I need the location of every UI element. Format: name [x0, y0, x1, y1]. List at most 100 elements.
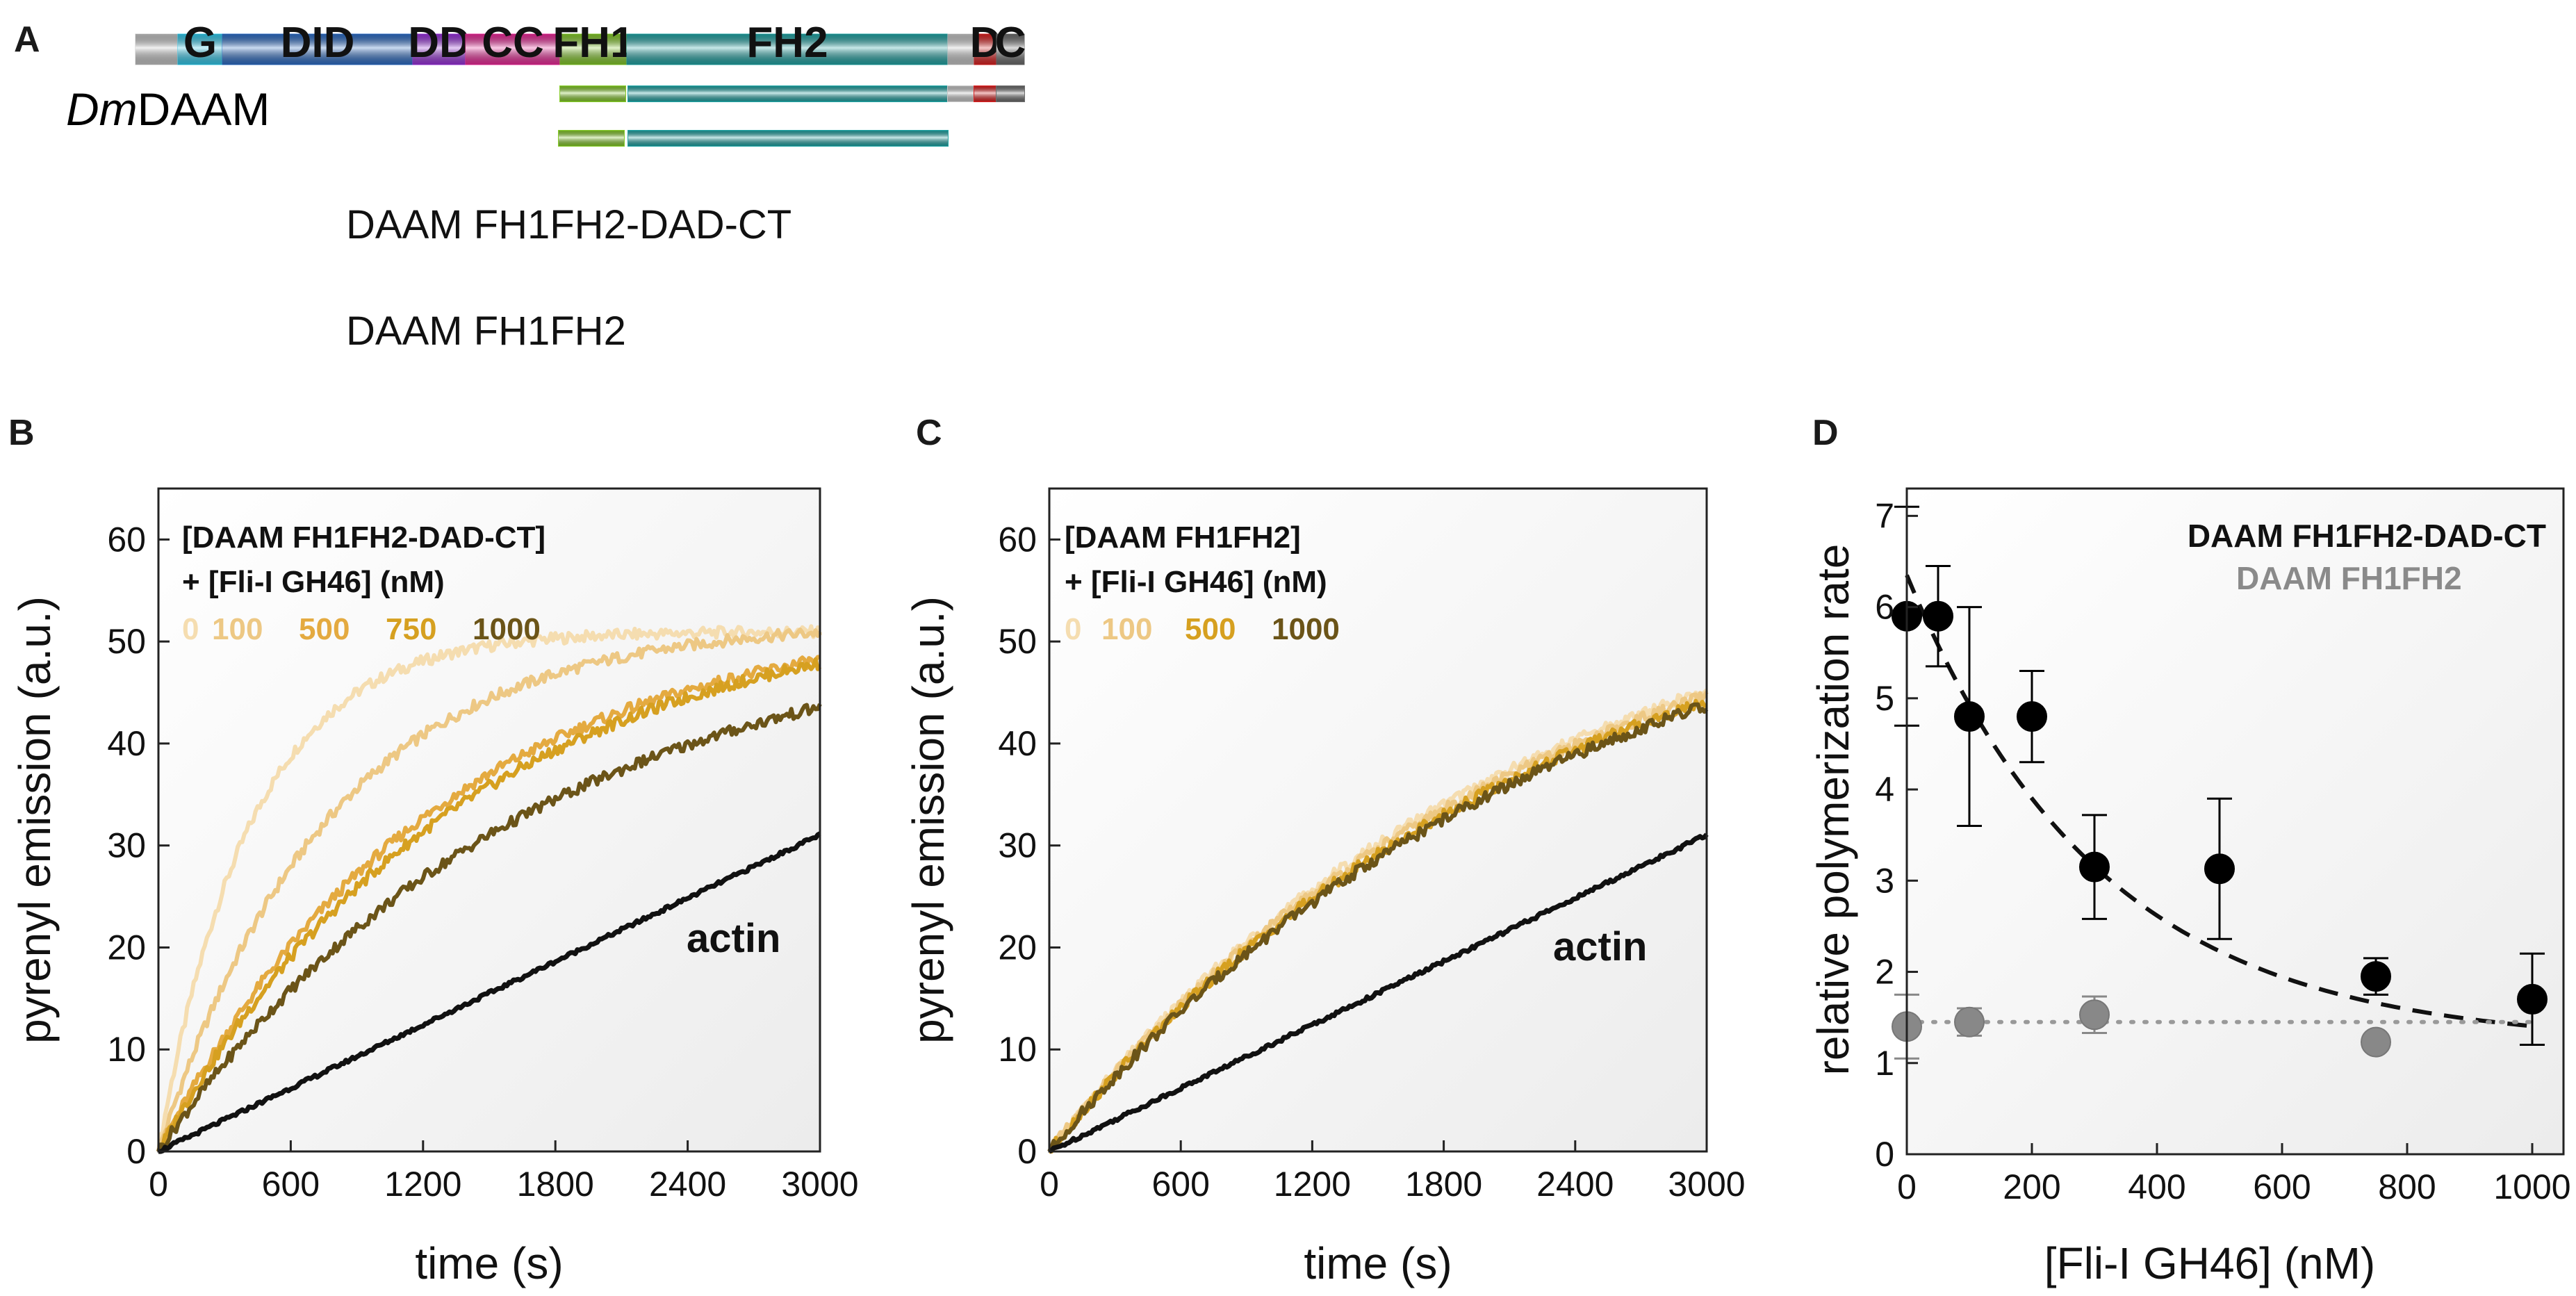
domain-fh2: FH2 [626, 19, 949, 67]
legend-title-line2: + [Fli-I GH46] (nM) [182, 565, 445, 599]
y-tick-label: 3 [1875, 861, 1894, 900]
x-tick-label: 800 [2378, 1167, 2436, 1206]
axis-ticks: 0 200 400 600 800 1000 0 1 2 3 4 5 6 7 [1875, 496, 2570, 1206]
domain-g: G [177, 19, 223, 67]
x-tick-label: 3000 [1668, 1165, 1745, 1204]
legend-title-line1: [DAAM FH1FH2] [1065, 520, 1301, 555]
domain-label: G [183, 19, 217, 67]
plot-frame [1048, 487, 1708, 1153]
panel-d-chart: 0 200 400 600 800 1000 0 1 2 3 4 5 6 7 [Fli-I GH46] (… [1808, 487, 2571, 1288]
plot-background [1907, 489, 2563, 1154]
series-line-500 [158, 655, 821, 1154]
panel-letter-b: B [8, 413, 35, 453]
x-tick-label: 200 [2003, 1167, 2060, 1206]
plot-background [1049, 489, 1707, 1151]
legend-entry-750: 750 [386, 612, 436, 646]
legend-series-1: DAAM FH1FH2-DAD-CT [2188, 518, 2546, 554]
x-tick-label: 1200 [384, 1165, 461, 1204]
x-tick-label: 600 [262, 1165, 320, 1204]
data-point [2017, 701, 2047, 732]
series-line-actin [1048, 832, 1709, 1154]
y-axis-label: pyrenyl emission (a.u.) [10, 596, 60, 1044]
x-tick-label: 0 [149, 1165, 168, 1204]
y-tick-label: 1 [1875, 1044, 1894, 1083]
legend-entry-0: 0 [182, 612, 199, 646]
x-tick-label: 1200 [1274, 1165, 1351, 1204]
legend-entry-500: 500 [1185, 612, 1236, 646]
y-tick-label: 40 [107, 724, 146, 763]
y-tick-label: 2 [1875, 953, 1894, 992]
x-tick-label: 2400 [1536, 1165, 1614, 1204]
legend-values: 0 100 500 1000 [1065, 612, 1340, 646]
y-tick-label: 30 [107, 826, 146, 865]
construct1-ct [996, 85, 1025, 102]
y-tick-label: 40 [998, 724, 1037, 763]
legend-series-2: DAAM FH1FH2 [2236, 560, 2462, 596]
data-point [2079, 851, 2110, 883]
y-tick-label: 30 [998, 826, 1037, 865]
legend-entry-0: 0 [1065, 612, 1081, 646]
domain-cc: CC [465, 19, 561, 67]
x-tick-label: 1800 [517, 1165, 594, 1204]
x-axis-label: time (s) [415, 1238, 563, 1288]
domain-fh1: FH1 [552, 19, 634, 67]
legend-entry-100: 100 [212, 612, 263, 646]
data-point [1923, 600, 1953, 632]
construct2-fh2 [627, 130, 949, 147]
legend-entry-500: 500 [299, 612, 350, 646]
domain-label: C [995, 19, 1026, 67]
domain-label: FH1 [552, 19, 634, 67]
domain-linker-0 [135, 33, 179, 65]
construct1-linker [947, 85, 975, 102]
data-point [2361, 961, 2391, 992]
legend-entry-1000: 1000 [1272, 612, 1340, 646]
panel-letter-c: C [916, 413, 942, 453]
axis-ticks: 0 600 1200 1800 2400 3000 0 10 20 30 40 50 60 [998, 520, 1745, 1204]
domain-label: FH2 [746, 19, 828, 67]
panel-a-domain-diagram: DmDAAM G DID DD CC FH1 FH2 DC DAAM FH1FH2-DAD-… [66, 19, 1026, 354]
domain-dd: DD [408, 19, 470, 67]
y-tick-label: 20 [107, 928, 146, 967]
x-tick-label: 2400 [649, 1165, 726, 1204]
data-point [2517, 983, 2548, 1015]
y-tick-label: 4 [1875, 770, 1894, 809]
legend-entry-100: 100 [1101, 612, 1152, 646]
x-tick-label: 1800 [1405, 1165, 1482, 1204]
panel-letter-d: D [1812, 413, 1839, 453]
protein-name-italic: Dm [66, 83, 138, 135]
legend-entry-1000: 1000 [473, 612, 541, 646]
domain-label: DD [408, 19, 470, 67]
protein-name: DmDAAM [66, 83, 270, 135]
series-line-100 [156, 628, 822, 1152]
data-point [1954, 701, 1985, 732]
x-tick-label: 0 [1897, 1167, 1917, 1206]
y-tick-label: 10 [107, 1030, 146, 1069]
series-lines [156, 624, 822, 1154]
plot-frame [157, 487, 821, 1153]
domain-c: C [995, 19, 1026, 67]
x-tick-label: 3000 [781, 1165, 858, 1204]
axis-ticks: 0 600 1200 1800 2400 3000 0 10 20 30 40 50 60 [107, 520, 858, 1204]
series-line-750 [156, 657, 822, 1153]
domain-label: DID [281, 19, 355, 67]
construct1-dad [974, 85, 997, 102]
y-tick-label: 50 [998, 622, 1037, 661]
x-tick-label: 600 [2253, 1167, 2311, 1206]
series-line-1000 [156, 703, 822, 1152]
actin-annotation: actin [1553, 924, 1647, 969]
construct2-fh1 [558, 130, 625, 147]
construct-label-dad-ct: DAAM FH1FH2-DAD-CT [346, 202, 791, 247]
legend-title-line1: [DAAM FH1FH2-DAD-CT] [182, 520, 545, 555]
construct-label-fh1fh2: DAAM FH1FH2 [346, 309, 626, 354]
panel-letter-a: A [14, 19, 40, 60]
domain-did: DID [222, 19, 413, 67]
domain-d: D [970, 19, 1001, 67]
data-point [2204, 853, 2235, 885]
panel-c-chart: 0 600 1200 1800 2400 3000 0 10 20 30 40 50 60 time (… [903, 487, 1746, 1288]
x-axis-label: [Fli-I GH46] (nM) [2044, 1238, 2375, 1288]
domain-label: D [970, 19, 1001, 67]
y-tick-label: 10 [998, 1030, 1037, 1069]
data-point [2361, 1026, 2391, 1058]
construct1-fh2 [627, 85, 949, 102]
